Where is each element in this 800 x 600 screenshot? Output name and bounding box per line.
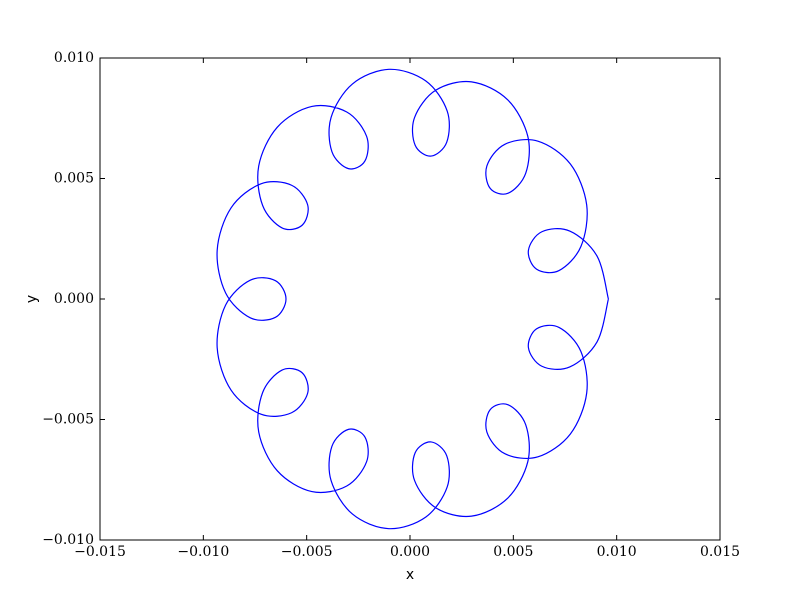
y-axis-label: y — [24, 295, 40, 303]
x-tick-label: 0.000 — [390, 544, 430, 560]
y-tick-label: 0.005 — [54, 171, 94, 187]
x-axis-label: x — [406, 567, 414, 583]
x-tick-label: −0.010 — [177, 544, 229, 560]
y-tick-label: 0.000 — [54, 291, 94, 307]
x-tick-label: −0.005 — [281, 544, 333, 560]
plot-frame — [99, 57, 721, 541]
y-tick-label: −0.010 — [42, 532, 94, 548]
x-tick-label: 0.005 — [493, 544, 533, 560]
x-tick-label: 0.010 — [597, 544, 637, 560]
x-tick-label: 0.015 — [700, 544, 740, 560]
y-tick-label: 0.010 — [54, 50, 94, 66]
y-tick-label: −0.005 — [42, 412, 94, 428]
trajectory-line — [216, 68, 609, 530]
x-tick-label: −0.015 — [74, 544, 126, 560]
